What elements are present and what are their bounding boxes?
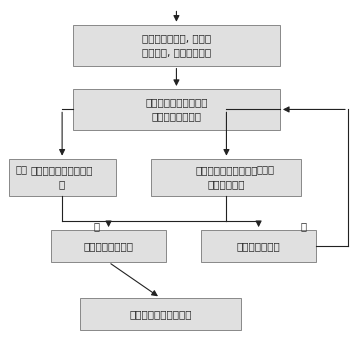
Text: 命中: 命中	[15, 164, 27, 174]
FancyBboxPatch shape	[51, 230, 166, 262]
Text: 是: 是	[93, 221, 99, 231]
FancyBboxPatch shape	[202, 230, 316, 262]
FancyBboxPatch shape	[73, 24, 280, 66]
FancyBboxPatch shape	[73, 89, 280, 130]
Text: 当前流水线级处理结束: 当前流水线级处理结束	[129, 309, 192, 319]
Text: 根据流水线设置, 从报文
提取字段, 合成待匹配值: 根据流水线设置, 从报文 提取字段, 合成待匹配值	[142, 33, 211, 57]
Text: 不命中: 不命中	[257, 164, 275, 174]
FancyBboxPatch shape	[152, 158, 301, 196]
Text: 当前表项为所在搜索域
最后一条表项: 当前表项为所在搜索域 最后一条表项	[195, 165, 258, 189]
FancyBboxPatch shape	[80, 298, 241, 330]
Text: 流水线输出无命中: 流水线输出无命中	[84, 241, 134, 251]
Text: 否: 否	[300, 221, 306, 231]
Text: 流水线输出命中表项序
号: 流水线输出命中表项序 号	[31, 165, 93, 189]
FancyBboxPatch shape	[9, 158, 116, 196]
Text: 考察下一条表项: 考察下一条表项	[237, 241, 280, 251]
Text: 待匹配值与选定的搜索
域中当前表项对比: 待匹配值与选定的搜索 域中当前表项对比	[145, 98, 208, 121]
